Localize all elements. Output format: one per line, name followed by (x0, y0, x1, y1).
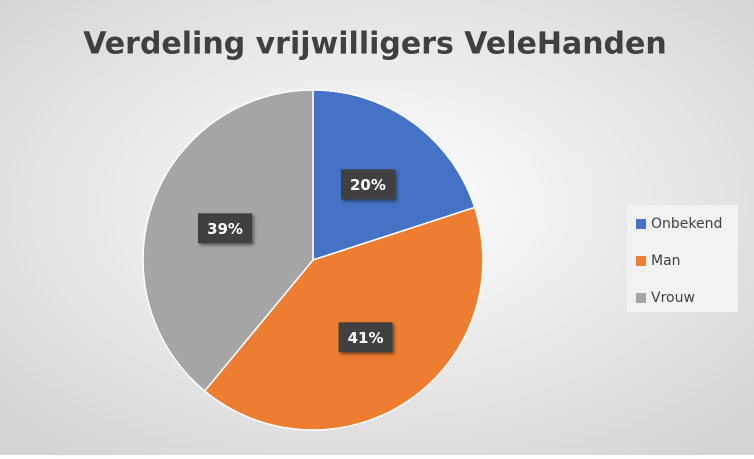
data-label-box (338, 322, 393, 353)
legend-label: Onbekend (651, 216, 722, 232)
legend-label: Man (651, 253, 681, 269)
legend-swatch (636, 256, 646, 266)
pie-slice (203, 206, 484, 431)
data-label-box (340, 169, 395, 200)
legend-swatch (636, 219, 646, 229)
data-labels: 20% 41% 39% (198, 169, 395, 353)
pie (142, 89, 484, 431)
legend-label: Vrouw (651, 290, 695, 306)
data-label: 39% (207, 220, 243, 238)
chart-title: Verdeling vrijwilligers VeleHanden (83, 27, 667, 62)
legend: Onbekend Man Vrouw (636, 216, 722, 306)
legend-swatch (636, 293, 646, 303)
data-label: 20% (350, 176, 386, 194)
data-label: 41% (348, 329, 384, 347)
data-label-box (198, 213, 253, 244)
